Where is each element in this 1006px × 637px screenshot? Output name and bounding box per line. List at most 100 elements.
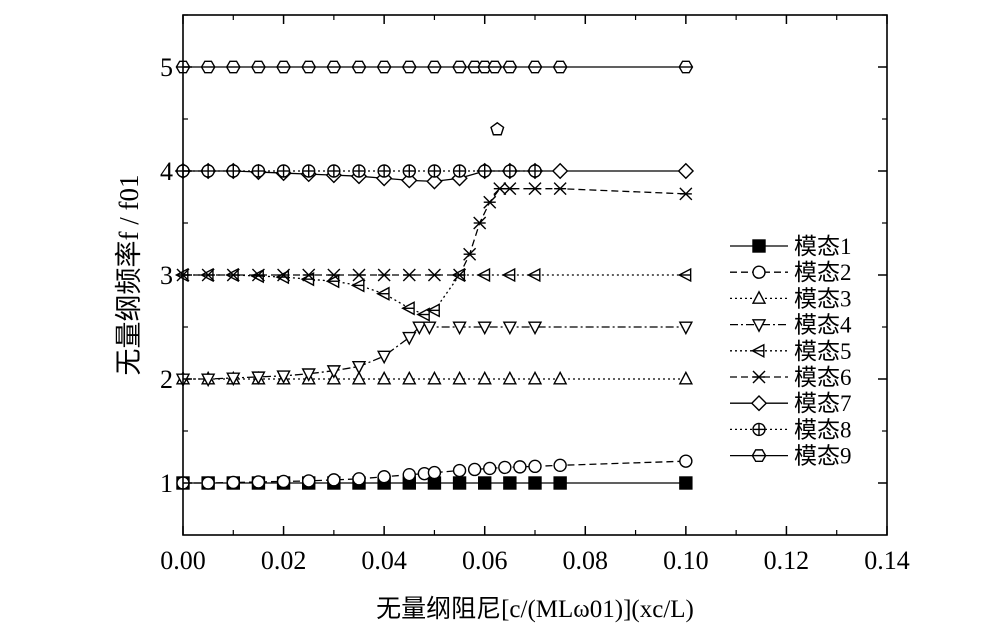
series-9-point	[427, 60, 442, 74]
series-6-point	[377, 268, 391, 282]
series-8-point	[478, 164, 492, 178]
legend-label-8: 模态8	[794, 417, 852, 442]
series-5-point	[677, 267, 692, 283]
legend-label-1: 模态1	[794, 234, 852, 259]
series-9-point	[225, 60, 241, 74]
legend-label-9: 模态9	[794, 444, 852, 469]
x-tick-label: 0.10	[663, 546, 709, 575]
x-tick-label: 0.12	[764, 546, 810, 575]
series-1-point	[679, 476, 693, 490]
series-2-point	[513, 460, 527, 474]
series-3-point	[502, 370, 518, 385]
x-tick-label: 0.06	[462, 546, 508, 575]
series-8-point	[352, 164, 366, 178]
legend-label-2: 模态2	[794, 260, 852, 285]
series-4-point	[452, 321, 467, 336]
series-8-point	[503, 164, 517, 178]
series-6-point	[463, 247, 477, 261]
annotation-layer	[490, 121, 505, 136]
x-tick-label: 0.14	[864, 546, 910, 575]
y-tick-label: 1	[160, 469, 173, 498]
x-tick-label: 0.04	[361, 546, 407, 575]
series-2-point	[427, 465, 442, 480]
series-9-point	[452, 60, 467, 74]
x-tick-label: 0.08	[563, 546, 609, 575]
x-tick-label: 0.00	[160, 546, 206, 575]
series-3-point	[552, 370, 568, 385]
series-9-point	[487, 60, 503, 74]
series-2-point	[276, 474, 291, 489]
series-2-point	[553, 458, 567, 473]
series-2-point	[467, 462, 482, 477]
legend-label-3: 模态3	[794, 286, 852, 311]
y-tick-label: 2	[160, 365, 173, 394]
series-6-point	[679, 187, 693, 201]
series-2-point	[402, 467, 416, 482]
legend-label-7: 模态7	[794, 391, 852, 416]
series-9-point	[326, 60, 342, 74]
series-4-point	[351, 361, 367, 375]
series-5-point	[325, 274, 340, 289]
y-axis-label: 无量纲频率f / f01	[114, 175, 144, 376]
series-9-point	[376, 60, 392, 74]
legend-marker-4	[751, 319, 767, 333]
series-2-point	[377, 470, 391, 484]
series-6-point	[402, 268, 416, 282]
series-7-point	[426, 173, 443, 190]
legend-marker-1	[752, 239, 766, 253]
series-6-point	[277, 268, 291, 282]
series-3-point	[477, 370, 492, 385]
series-1-point	[478, 476, 492, 490]
legend-marker-7	[750, 395, 768, 412]
series-4-point	[678, 321, 694, 336]
series-7-point	[401, 172, 418, 189]
series-7-point	[551, 162, 569, 180]
series-6-point	[503, 182, 517, 196]
series-5-point	[376, 286, 390, 301]
series-6-point	[352, 268, 366, 282]
series-6-point	[201, 268, 215, 282]
axes: 0.00 0.02 0.04 0.06 0.08 0.10 0.12 0.14 1 2 3 4 5	[160, 14, 910, 575]
legend-label-4: 模态4	[794, 313, 852, 338]
series-3-point	[678, 370, 694, 385]
legend-marker-8	[752, 422, 766, 437]
legend-marker-6	[752, 370, 766, 384]
series-9-point	[251, 60, 266, 74]
series-2-point	[679, 454, 693, 468]
series-4-point	[527, 321, 543, 336]
series-line-5	[183, 274, 686, 316]
legend-marker-5	[750, 343, 765, 358]
series-4-point	[276, 370, 291, 384]
series-9-point	[401, 60, 417, 74]
series-3-point	[351, 370, 367, 385]
series-2-point	[483, 461, 497, 476]
series-7-point	[677, 162, 695, 180]
series-5-point	[350, 278, 365, 293]
series-markers	[174, 60, 695, 490]
series-8-point	[528, 164, 542, 178]
series-8-point	[427, 164, 442, 178]
series-9-point	[552, 60, 568, 74]
series-5-point	[526, 267, 541, 283]
series-6-point	[251, 268, 265, 282]
series-6-point	[473, 216, 487, 230]
series-2-point	[528, 459, 542, 474]
series-2-point	[251, 475, 266, 489]
x-tick-label: 0.02	[261, 546, 307, 575]
series-8-point	[402, 164, 416, 178]
series-8-point	[276, 164, 291, 178]
series-3-point	[402, 370, 417, 385]
series-6-point	[483, 195, 497, 209]
series-8-point	[377, 164, 391, 178]
series-2-point	[352, 472, 366, 486]
series-3-point	[376, 370, 392, 385]
y-tick-label: 3	[160, 261, 173, 290]
series-8-point	[251, 164, 266, 178]
series-6-point	[493, 182, 507, 196]
series-3-point	[452, 370, 467, 385]
series-8-point	[452, 164, 467, 178]
series-2-point	[302, 474, 316, 488]
series-1-point	[452, 476, 467, 490]
series-9-point	[527, 60, 543, 74]
